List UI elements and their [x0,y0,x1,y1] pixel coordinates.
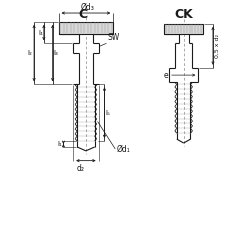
Text: l₃: l₃ [54,50,59,56]
Text: l₅: l₅ [106,110,110,116]
Text: CK: CK [174,8,193,21]
Text: Ød₁: Ød₁ [116,144,130,154]
Text: l₁: l₁ [58,141,62,147]
Text: Ød₃: Ød₃ [81,3,95,12]
Text: C: C [78,8,88,21]
Text: SW: SW [108,33,120,42]
Text: l₄: l₄ [38,30,43,36]
Text: d₂: d₂ [77,164,85,172]
Text: l₂: l₂ [27,50,32,56]
Text: 0,5 x d₂: 0,5 x d₂ [215,34,220,58]
Bar [58,22,113,34]
Text: e: e [164,70,168,80]
Bar [164,24,203,34]
